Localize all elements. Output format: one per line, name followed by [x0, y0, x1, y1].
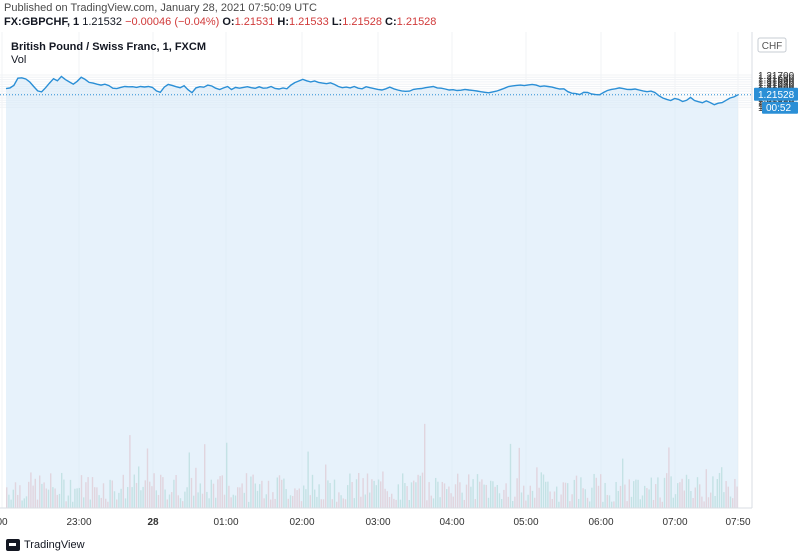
last-price: 1.21532 [82, 16, 123, 28]
close-value: 1.21528 [396, 16, 437, 28]
y-tick-label: 1.21680 [758, 73, 795, 84]
y-tick-label: 1.21620 [758, 80, 795, 91]
x-tick-label: 23:00 [66, 517, 91, 528]
x-tick-layer: 00 23:00 28 01:00 02:00 03:00 04:00 05:00 06:00 0… [0, 517, 751, 528]
x-tick-label: 05:00 [513, 517, 538, 528]
y-tick-label: 1.21660 [758, 76, 795, 87]
x-tick-label: 02:00 [289, 517, 314, 528]
volume-label: Vol [11, 54, 27, 66]
low-value: 1.21528 [342, 16, 382, 28]
chart-frame[interactable]: 1.217001.216801.216601.216401.216201.216… [0, 32, 800, 537]
price-tag [754, 87, 798, 101]
y-tick-label: 1.21640 [758, 78, 795, 89]
price-line [5, 75, 739, 106]
x-tick-label: 07:50 [725, 517, 750, 528]
x-tick-label: 00 [0, 517, 8, 528]
tradingview-logo-icon [6, 539, 20, 551]
open-label: O: [222, 16, 235, 28]
price-tag-label: 1.21528 [758, 90, 795, 101]
x-tick-label: 01:00 [213, 517, 238, 528]
published-note: Published on TradingView.com, January 28… [4, 2, 317, 14]
chart-title: British Pound / Swiss Franc, 1, FXCM [11, 41, 206, 53]
currency-badge[interactable] [757, 37, 787, 53]
price-area [6, 76, 738, 509]
close-label: C: [385, 16, 397, 28]
low-label: L: [331, 16, 343, 28]
x-tick-label: 03:00 [365, 517, 390, 528]
footer-brand[interactable]: TradingView [24, 539, 85, 551]
x-tick-label: 28 [147, 517, 159, 528]
x-tick-label: 07:00 [662, 517, 687, 528]
high-label: H: [277, 16, 289, 28]
x-tick-label: 04:00 [439, 517, 464, 528]
y-tick-label: 1.21700 [758, 71, 795, 82]
high-value: 1.21533 [289, 16, 329, 28]
currency-label: CHF [762, 41, 783, 52]
countdown-tag [762, 101, 798, 114]
ticker-line: FX:GBPCHF, 1 1.21532 −0.00046 (−0.04%) O… [4, 16, 436, 28]
countdown-label: 00:52 [766, 103, 791, 114]
symbol-label: FX:GBPCHF, 1 [4, 16, 80, 28]
open-value: 1.21531 [234, 16, 275, 28]
footer: TradingView [6, 539, 85, 551]
x-tick-label: 06:00 [588, 517, 613, 528]
price-change: −0.00046 (−0.04%) [125, 16, 220, 28]
